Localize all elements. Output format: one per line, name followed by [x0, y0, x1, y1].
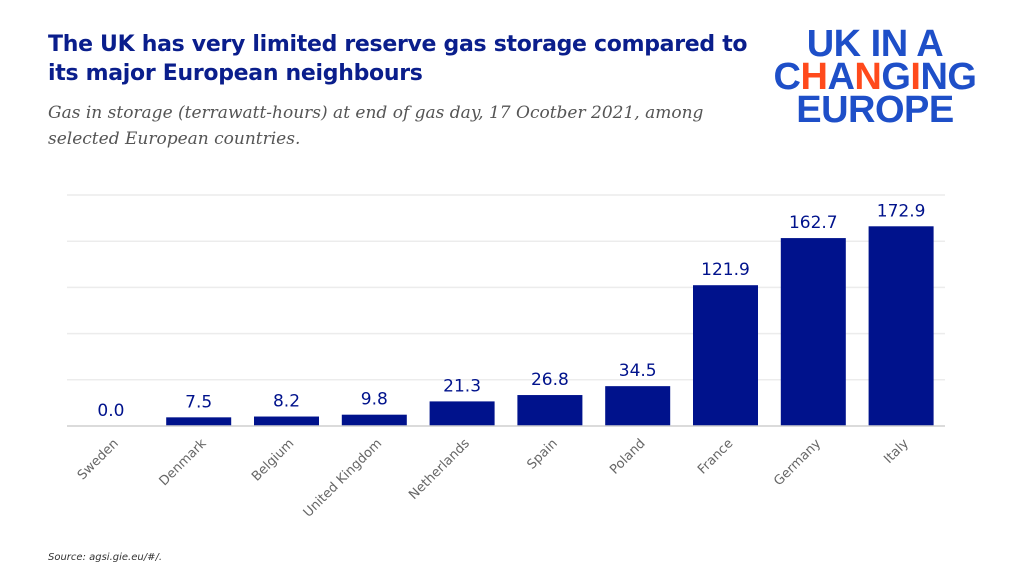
x-tick-label: Denmark: [157, 436, 210, 489]
x-tick-label: Spain: [524, 436, 560, 472]
data-label: 34.5: [619, 361, 657, 381]
data-label: 121.9: [701, 260, 750, 280]
x-tick-label: Poland: [607, 436, 648, 477]
bar-netherlands: [429, 401, 495, 426]
x-tick-label: France: [695, 436, 736, 477]
bar-poland: [605, 386, 671, 426]
bar-united-kingdom: [341, 414, 407, 426]
bar-denmark: [166, 417, 232, 426]
x-tick-label: Germany: [771, 436, 824, 489]
bar-italy: [868, 226, 934, 426]
bar-belgium: [254, 416, 319, 426]
data-label: 21.3: [443, 376, 481, 396]
x-tick-label: United Kingdom: [301, 436, 385, 520]
data-label: 8.2: [273, 392, 300, 412]
data-label: 26.8: [531, 370, 569, 390]
data-label: 162.7: [789, 213, 838, 233]
logo-line-2: CHANGING: [773, 56, 977, 98]
source-note: Source: agsi.gie.eu/#/.: [48, 552, 162, 563]
x-tick-label: Sweden: [75, 436, 122, 483]
logo-line-1: UK IN A: [806, 23, 944, 65]
data-label: 172.9: [877, 201, 926, 221]
x-tick-label: Italy: [881, 436, 912, 467]
bar-france: [693, 285, 758, 426]
bar-germany: [780, 238, 846, 426]
logo-line-3: EUROPE: [796, 89, 954, 131]
x-tick-label: Belgium: [249, 436, 297, 484]
uk-in-a-changing-europe-logo: UK IN A CHANGING EUROPE: [760, 23, 990, 131]
data-label: 9.8: [361, 390, 388, 410]
data-label: 0.0: [97, 401, 124, 421]
x-tick-label: Netherlands: [406, 436, 473, 503]
bar-spain: [517, 395, 583, 426]
chart-title: The UK has very limited reserve gas stor…: [48, 32, 748, 86]
chart-subtitle: Gas in storage (terrawatt-hours) at end …: [48, 103, 704, 149]
data-label: 7.5: [185, 392, 212, 412]
